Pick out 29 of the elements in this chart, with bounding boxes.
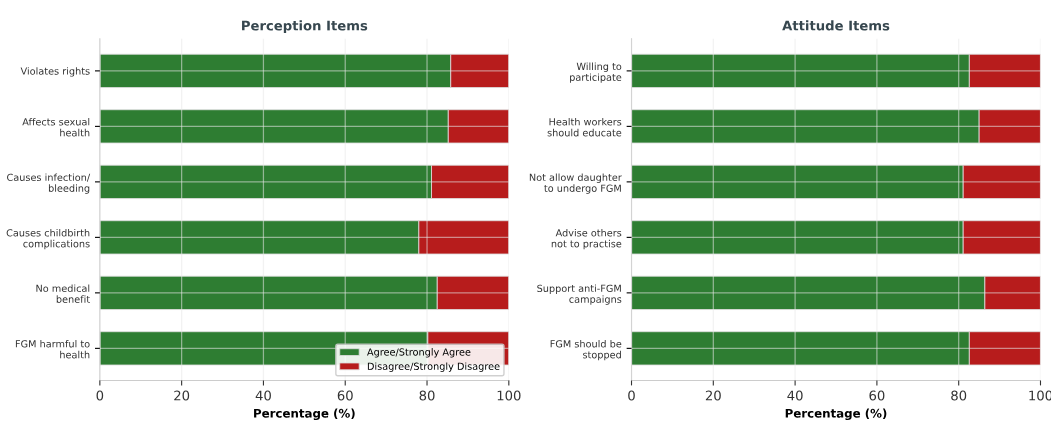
- x-tick-label: 80: [419, 390, 435, 401]
- legend-label: Disagree/Strongly Disagree: [367, 362, 500, 372]
- y-tick-label: Not allow daughter to undergo FGM: [529, 173, 622, 194]
- x-tick-label: 60: [337, 390, 353, 401]
- y-tick-label: Support anti-FGM campaigns: [537, 284, 622, 305]
- x-tick-label: 20: [705, 390, 721, 401]
- y-tick-label: Causes infection/ bleeding: [7, 173, 91, 194]
- y-tick-label: FGM should be stopped: [550, 339, 622, 361]
- y-tick-label: No medical benefit: [36, 284, 90, 303]
- x-axis-title: Percentage (%): [785, 408, 887, 421]
- y-tick-label: Violates rights: [20, 67, 90, 77]
- y-tick-label: Causes childbirth complications: [6, 228, 90, 250]
- chart-title: Attitude Items: [782, 20, 890, 31]
- y-tick-label: Affects sexual health: [22, 117, 90, 137]
- x-tick-label: 60: [869, 390, 885, 401]
- x-tick-label: 100: [497, 390, 521, 401]
- x-tick-label: 0: [96, 390, 104, 401]
- x-tick-label: 40: [787, 390, 803, 401]
- x-tick-label: 40: [255, 390, 271, 401]
- y-tick-label: Willing to participate: [570, 62, 622, 83]
- x-axis-title: Percentage (%): [254, 408, 355, 421]
- x-tick-label: 0: [628, 390, 635, 401]
- y-tick-label: Advise others not to practise: [551, 228, 622, 250]
- x-tick-label: 80: [951, 390, 967, 401]
- chart-title: Perception Items: [242, 20, 368, 34]
- legend-label: Agree/Strongly Agree: [367, 348, 471, 358]
- y-tick-label: FGM harmful to health: [15, 339, 90, 359]
- y-tick-label: Health workers should educate: [547, 117, 622, 137]
- x-tick-label: 20: [174, 390, 190, 401]
